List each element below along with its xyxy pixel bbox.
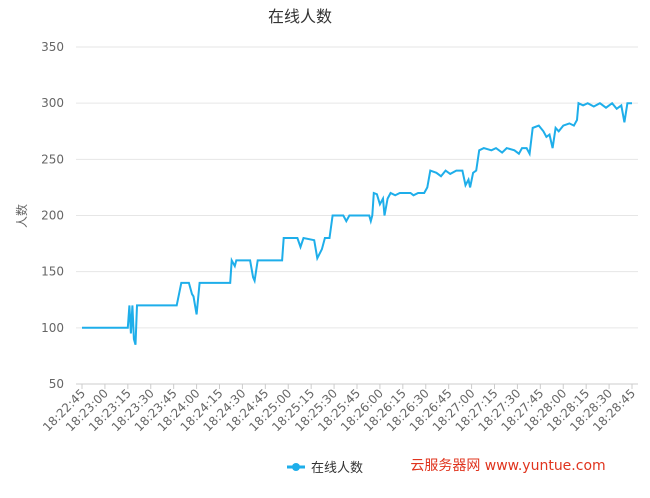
legend-label: 在线人数 — [311, 461, 363, 476]
y-tick-label: 50 — [49, 377, 64, 391]
chart-title: 在线人数 — [268, 7, 332, 26]
y-axis-label: 人数 — [14, 204, 29, 228]
watermark: 云服务器网 www.yuntue.com — [410, 458, 605, 474]
y-tick-label: 350 — [41, 40, 64, 54]
data-line — [82, 101, 632, 345]
y-tick-label: 300 — [41, 96, 64, 110]
legend-marker — [292, 463, 300, 471]
y-tick-label: 200 — [41, 209, 64, 223]
y-tick-label: 250 — [41, 152, 64, 166]
y-tick-label: 150 — [41, 265, 64, 279]
y-tick-label: 100 — [41, 321, 64, 335]
